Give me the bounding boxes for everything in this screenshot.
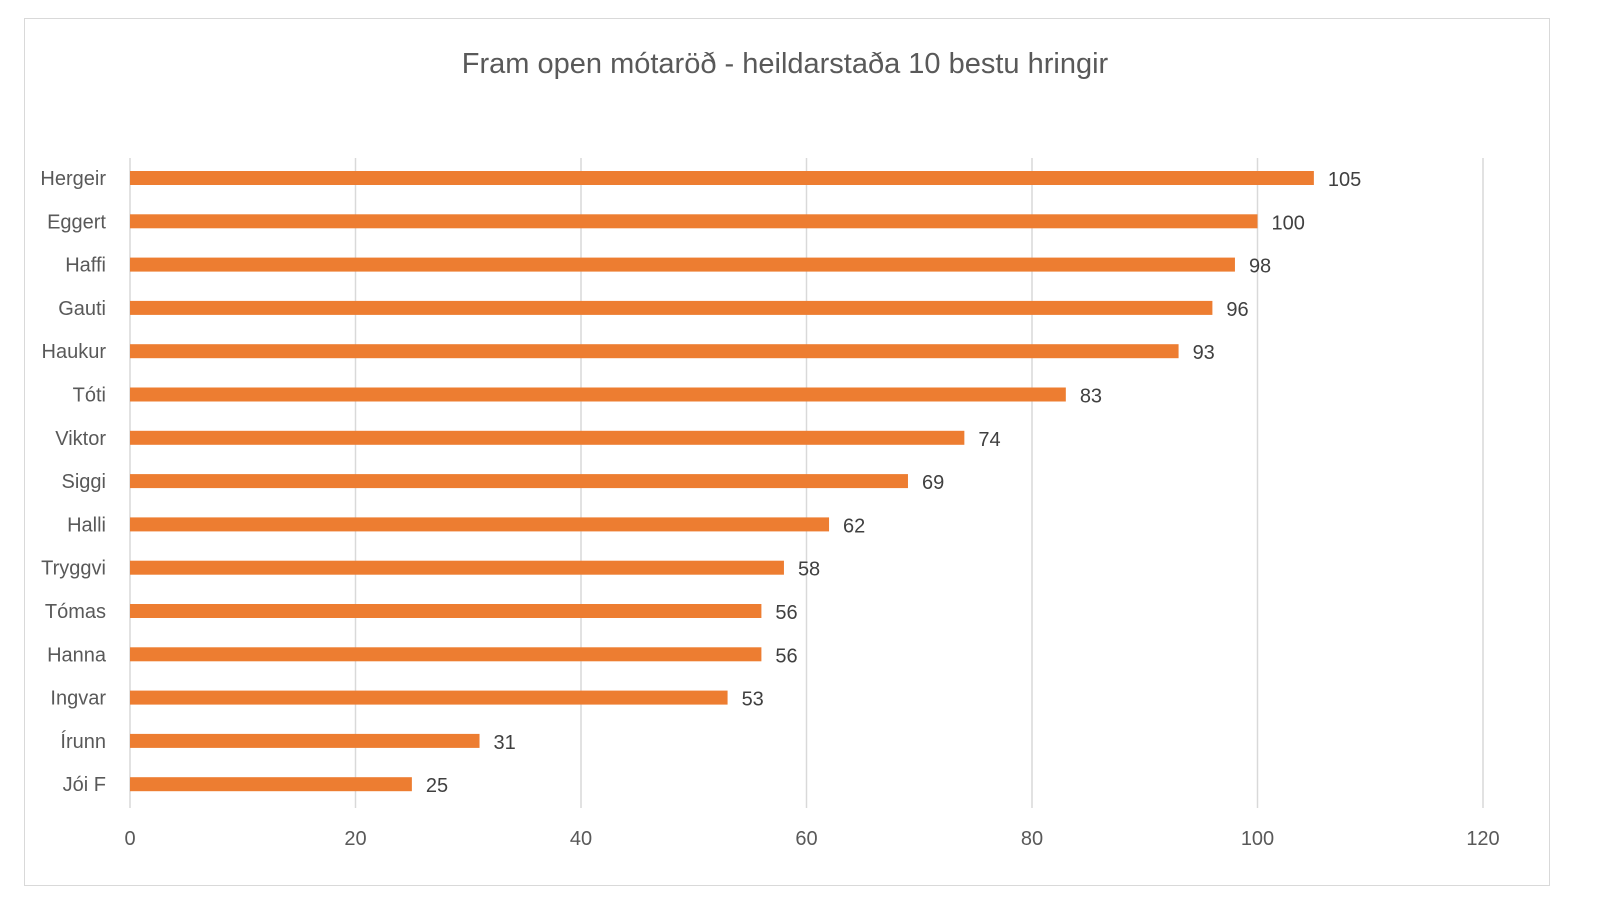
bar [130,733,480,748]
data-label: 25 [426,775,448,797]
category-label: Írunn [60,730,106,753]
bar [130,560,784,575]
bar [130,647,762,662]
data-label: 62 [843,515,865,537]
data-label: 105 [1328,169,1361,191]
data-label: 69 [922,472,944,494]
x-tick-label: 80 [1021,828,1043,850]
data-label: 83 [1080,386,1102,408]
bar [130,344,1179,359]
bar [130,171,1314,185]
category-label: Haukur [42,341,107,363]
data-label: 93 [1193,342,1215,364]
category-label: Tóti [73,385,106,407]
x-tick-label: 0 [124,828,135,850]
bar [130,430,965,445]
chart-title: Fram open mótaröð - heildarstaða 10 best… [462,48,1109,80]
x-tick-label: 40 [570,828,592,850]
bars [130,171,1314,792]
category-label: Tryggvi [41,558,106,580]
category-label: Tómas [45,601,106,623]
x-axis-tick-labels: 0 20 40 60 80 100 120 [124,828,1499,850]
bar [130,474,908,489]
data-label: 100 [1272,212,1305,234]
x-tick-label: 20 [344,828,366,850]
bar [130,604,762,618]
category-label: Halli [67,514,106,536]
category-label: Hanna [47,644,107,666]
category-labels: Hergeir Eggert Haffi Gauti Haukur Tóti Viktor S… [40,168,106,796]
category-label: Ingvar [50,688,106,710]
category-label: Siggi [62,471,106,493]
data-label: 96 [1226,299,1248,321]
data-label: 31 [494,732,516,754]
category-label: Gauti [58,298,106,320]
data-label: 98 [1249,256,1271,278]
x-tick-label: 100 [1241,828,1274,850]
bar [130,300,1213,315]
data-label: 53 [742,689,764,711]
data-label: 56 [775,602,797,624]
data-label: 58 [798,559,820,581]
category-label: Haffi [65,255,106,277]
bar [130,690,728,705]
data-label: 56 [775,645,797,667]
bar [130,517,830,532]
x-tick-label: 120 [1466,828,1499,850]
category-label: Hergeir [40,168,106,190]
data-label: 74 [978,429,1000,451]
x-tick-label: 60 [795,828,817,850]
bar [130,777,412,792]
bar [130,214,1258,229]
category-label: Eggert [47,211,106,233]
bar [130,387,1066,402]
category-label: Viktor [55,428,106,450]
category-label: Jói F [63,774,106,796]
bar [130,257,1235,272]
